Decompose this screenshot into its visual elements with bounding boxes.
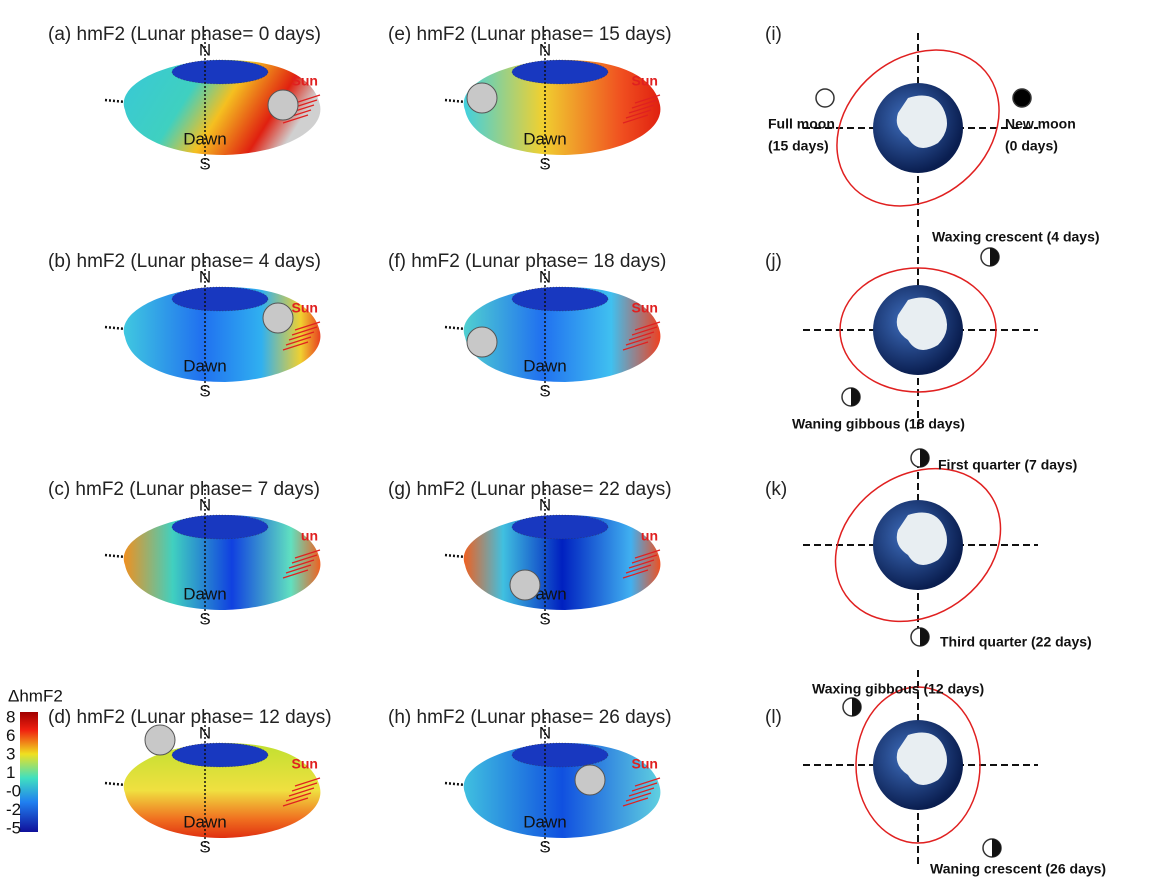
colorbar-tick-label: 6	[6, 726, 15, 745]
panel-label: (l)	[765, 707, 782, 728]
panel-title: (f) hmF2 (Lunar phase= 18 days)	[388, 251, 666, 272]
north-label: N	[539, 267, 551, 286]
moon-label: Waning crescent (26 days)	[930, 861, 1106, 877]
sun-label: Sun	[292, 73, 318, 89]
south-label: S	[539, 609, 550, 628]
dawn-label: Dawn	[523, 129, 566, 148]
moon	[145, 725, 175, 755]
panel-label: (k)	[765, 479, 787, 500]
moon	[510, 570, 540, 600]
polar-cap	[512, 743, 608, 767]
panel-title: (b) hmF2 (Lunar phase= 4 days)	[48, 251, 321, 272]
moon-label: (0 days)	[1005, 138, 1058, 154]
moon-label: (15 days)	[768, 138, 829, 154]
dawn-label: Dawn	[183, 356, 226, 375]
moon-shade	[852, 698, 861, 716]
moon-shade	[851, 388, 860, 406]
north-label: N	[199, 267, 211, 286]
sun-label: un	[641, 528, 658, 544]
panel-title: (a) hmF2 (Lunar phase= 0 days)	[48, 24, 321, 45]
panel-label: (i)	[765, 24, 782, 45]
moon	[263, 303, 293, 333]
dawn-label: Dawn	[183, 584, 226, 603]
moon-icon	[1013, 89, 1031, 107]
moon-label: Third quarter (22 days)	[940, 634, 1092, 650]
moon	[268, 90, 298, 120]
polar-cap	[172, 60, 268, 84]
sun-label: Sun	[632, 73, 658, 89]
dawn-label: Dawn	[183, 129, 226, 148]
sun-label: Sun	[292, 756, 318, 772]
colorbar-tick-label: -5	[6, 818, 21, 837]
south-label: S	[199, 154, 210, 173]
polar-cap	[172, 287, 268, 311]
moon-shade	[920, 449, 929, 467]
sun-label: un	[301, 528, 318, 544]
colorbar-tick-label: 3	[6, 744, 15, 763]
panel-title: (e) hmF2 (Lunar phase= 15 days)	[388, 24, 672, 45]
dawn-label: Dawn	[523, 356, 566, 375]
moon-label: Waxing crescent (4 days)	[932, 229, 1100, 245]
polar-cap	[172, 743, 268, 767]
colorbar-title: ΔhmF2	[8, 686, 63, 705]
south-label: S	[539, 837, 550, 856]
panel-title: (h) hmF2 (Lunar phase= 26 days)	[388, 707, 672, 728]
moon	[467, 83, 497, 113]
north-label: N	[539, 723, 551, 742]
north-label: N	[539, 40, 551, 59]
colorbar-tick-label: 1	[6, 763, 15, 782]
polar-cap	[512, 287, 608, 311]
north-label: N	[199, 40, 211, 59]
moon-label: Waxing gibbous (12 days)	[812, 681, 984, 697]
panel-title: (c) hmF2 (Lunar phase= 7 days)	[48, 479, 320, 500]
south-label: S	[199, 609, 210, 628]
sun-label: Sun	[632, 300, 658, 316]
moon-label: Full moon	[768, 116, 835, 132]
figure: (a) hmF2 (Lunar phase= 0 days)NSDawnSun(…	[0, 0, 1160, 881]
panel-title: (g) hmF2 (Lunar phase= 22 days)	[388, 479, 672, 500]
moon-label: First quarter (7 days)	[938, 457, 1077, 473]
colorbar-tick-label: -0	[6, 781, 21, 800]
colorbar	[20, 712, 38, 832]
moon-label: New moon	[1005, 116, 1076, 132]
panel-title: (d) hmF2 (Lunar phase= 12 days)	[48, 707, 332, 728]
moon	[575, 765, 605, 795]
moon-icon	[816, 89, 834, 107]
sun-label: Sun	[292, 300, 318, 316]
moon	[467, 327, 497, 357]
south-label: S	[539, 381, 550, 400]
sun-label: Sun	[632, 756, 658, 772]
north-label: N	[199, 495, 211, 514]
moon-label: Waning gibbous (18 days)	[792, 416, 965, 432]
south-label: S	[199, 381, 210, 400]
south-label: S	[199, 837, 210, 856]
north-label: N	[539, 495, 551, 514]
polar-cap	[512, 515, 608, 539]
south-label: S	[539, 154, 550, 173]
dawn-label: Dawn	[523, 812, 566, 831]
panel-label: (j)	[765, 251, 782, 272]
moon-shade	[992, 839, 1001, 857]
north-label: N	[199, 723, 211, 742]
colorbar-tick-label: -2	[6, 800, 21, 819]
dawn-label: Dawn	[183, 812, 226, 831]
polar-cap	[512, 60, 608, 84]
moon-shade	[920, 628, 929, 646]
polar-cap	[172, 515, 268, 539]
colorbar-tick-label: 8	[6, 707, 15, 726]
moon-shade	[990, 248, 999, 266]
